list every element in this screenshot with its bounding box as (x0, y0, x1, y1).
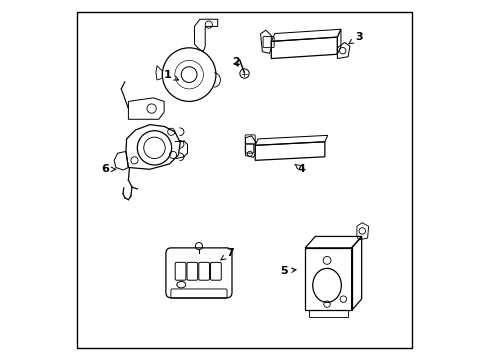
Text: 1: 1 (163, 69, 178, 80)
Text: 2: 2 (231, 57, 239, 67)
Text: 5: 5 (280, 266, 295, 276)
Text: 6: 6 (101, 164, 115, 174)
Text: 3: 3 (348, 32, 362, 44)
Text: 7: 7 (221, 248, 234, 260)
Text: 4: 4 (294, 164, 305, 174)
